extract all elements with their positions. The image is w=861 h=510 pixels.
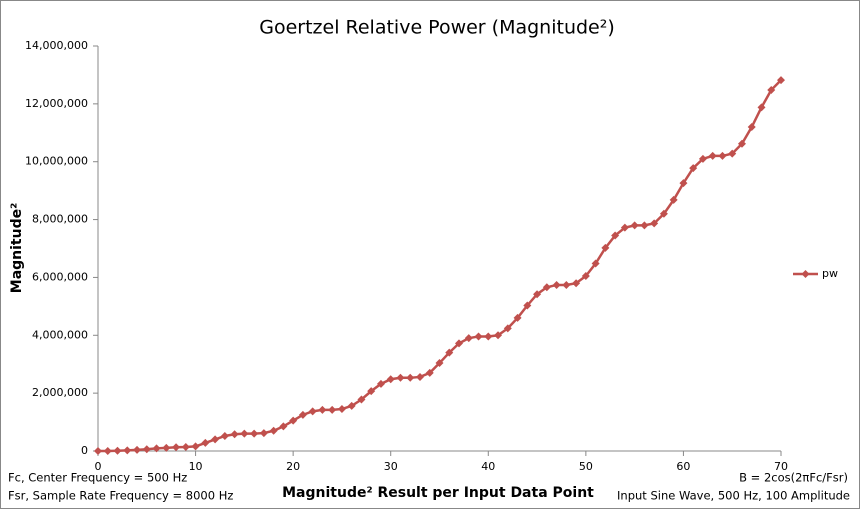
data-point — [347, 401, 356, 410]
data-point — [191, 442, 200, 451]
data-point — [152, 444, 161, 453]
data-point — [181, 442, 190, 451]
data-point — [552, 280, 561, 289]
data-point — [220, 431, 229, 440]
data-point — [455, 339, 464, 348]
data-point — [757, 103, 766, 112]
data-point — [464, 334, 473, 343]
data-point — [572, 279, 581, 288]
data-point — [415, 372, 424, 381]
data-point — [357, 395, 366, 404]
data-point — [367, 387, 376, 396]
data-point — [620, 223, 629, 232]
annotation: Fsr, Sample Rate Frequency = 8000 Hz — [8, 489, 233, 503]
y-tick-label: 0 — [81, 444, 88, 457]
y-tick-label: 8,000,000 — [32, 213, 88, 226]
x-tick-label: 30 — [384, 460, 398, 473]
data-point — [328, 405, 337, 414]
data-point — [640, 221, 649, 230]
data-point — [162, 443, 171, 452]
data-point — [718, 151, 727, 160]
data-point — [123, 446, 132, 455]
data-point — [601, 243, 610, 252]
data-point — [669, 195, 678, 204]
data-point — [630, 221, 639, 230]
data-point — [240, 429, 249, 438]
data-point — [386, 375, 395, 384]
data-point — [259, 429, 268, 438]
legend-label: pw — [822, 267, 838, 280]
data-point — [337, 405, 346, 414]
data-point — [445, 348, 454, 357]
y-tick-label: 6,000,000 — [32, 270, 88, 283]
data-point — [406, 373, 415, 382]
annotation: B = 2cos(2πFc/Fsr) — [739, 471, 848, 485]
data-point — [376, 379, 385, 388]
data-point — [503, 324, 512, 333]
data-point — [308, 407, 317, 416]
annotation: Input Sine Wave, 500 Hz, 100 Amplitude — [617, 489, 850, 503]
data-point — [133, 445, 142, 454]
data-point — [289, 416, 298, 425]
data-point — [396, 373, 405, 382]
x-tick-label: 50 — [579, 460, 593, 473]
y-tick-label: 4,000,000 — [32, 328, 88, 341]
y-tick-label: 10,000,000 — [25, 155, 88, 168]
data-point — [142, 445, 151, 454]
data-point — [737, 139, 746, 148]
data-point — [542, 283, 551, 292]
data-point — [777, 76, 785, 85]
data-point — [611, 231, 620, 240]
data-point — [279, 422, 288, 431]
data-point — [103, 447, 112, 455]
data-point — [513, 313, 522, 322]
x-tick-label: 70 — [774, 460, 788, 473]
data-point — [318, 405, 327, 414]
data-point — [708, 151, 717, 160]
data-point — [650, 219, 659, 228]
data-point — [689, 164, 698, 173]
data-point — [269, 426, 278, 435]
data-point — [94, 447, 102, 455]
x-tick-label: 10 — [189, 460, 203, 473]
x-tick-label: 40 — [481, 460, 495, 473]
data-point — [523, 301, 532, 310]
data-point — [474, 332, 483, 341]
data-point — [172, 443, 181, 452]
data-point — [562, 280, 571, 289]
data-point — [484, 332, 493, 341]
data-point — [425, 368, 434, 377]
data-point — [435, 359, 444, 368]
x-tick-label: 60 — [676, 460, 690, 473]
data-point — [533, 290, 542, 299]
y-tick-label: 14,000,000 — [25, 39, 88, 52]
chart-title: Goertzel Relative Power (Magnitude²) — [259, 17, 615, 39]
legend-marker — [801, 270, 810, 278]
data-point — [659, 209, 668, 218]
data-point — [591, 259, 600, 268]
x-axis-label: Magnitude² Result per Input Data Point — [282, 485, 594, 501]
data-point — [728, 149, 737, 158]
data-point — [581, 271, 590, 280]
data-point — [679, 179, 688, 188]
y-tick-label: 12,000,000 — [25, 97, 88, 110]
data-point — [698, 154, 707, 163]
y-tick-label: 2,000,000 — [32, 386, 88, 399]
x-tick-label: 20 — [286, 460, 300, 473]
data-point — [250, 429, 259, 438]
data-point — [767, 85, 776, 94]
annotation: Fc, Center Frequency = 500 Hz — [8, 471, 187, 485]
data-point — [201, 438, 210, 447]
data-point — [298, 410, 307, 419]
data-point — [747, 123, 756, 131]
data-point — [494, 331, 503, 340]
y-axis-label: Magnitude² — [9, 203, 25, 293]
data-point — [113, 446, 122, 455]
x-tick-label: 0 — [95, 460, 102, 473]
data-point — [211, 435, 220, 444]
data-point — [230, 430, 239, 439]
